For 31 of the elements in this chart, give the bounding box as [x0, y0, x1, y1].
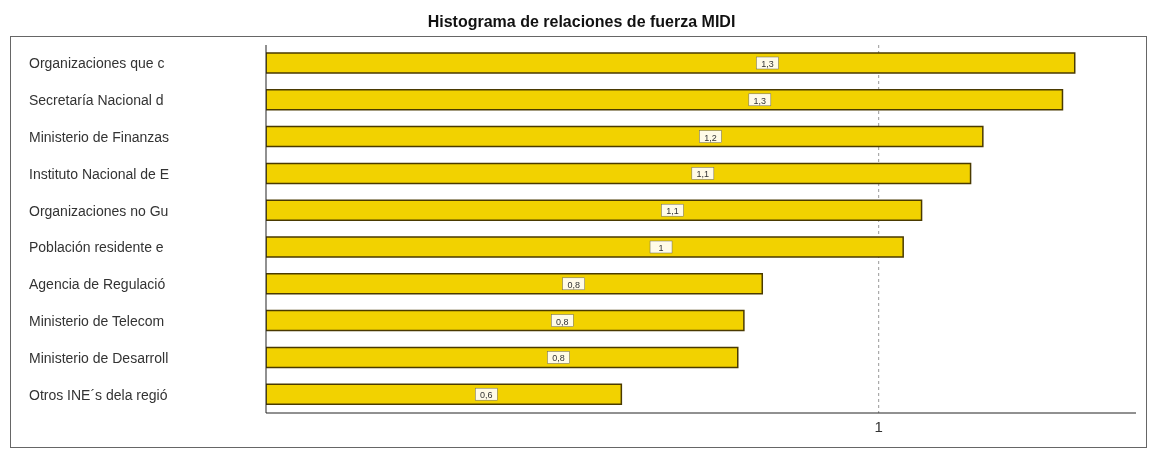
y-tick-label: Ministerio de Desarroll: [29, 349, 169, 366]
bar: [266, 309, 745, 332]
data-label: 1,2: [704, 132, 717, 143]
bar: [266, 52, 1076, 74]
bar: [266, 383, 623, 405]
bar: [266, 89, 1064, 111]
bar: [266, 199, 923, 221]
y-tick-label: Otros INE´s dela regió: [29, 386, 168, 403]
data-label: 0,8: [567, 279, 580, 290]
y-tick-label: Instituto Nacional de E: [29, 165, 170, 182]
y-tick-label: Población residente e: [29, 239, 164, 256]
y-tick-label: Organizaciones no Gu: [29, 202, 169, 219]
data-label: 0,8: [556, 316, 569, 327]
data-label: 1,1: [696, 169, 710, 180]
y-tick-label: Organizaciones que c: [29, 55, 165, 72]
data-label: 1: [658, 243, 664, 253]
data-label: 1,3: [761, 59, 774, 69]
y-tick-label: Agencia de Regulació: [29, 276, 166, 293]
bar: [266, 236, 904, 258]
y-tick-label: Ministerio de Telecom: [29, 313, 165, 329]
bar: [266, 273, 764, 295]
data-label: 0,6: [480, 390, 493, 401]
bar: [266, 162, 972, 185]
bar: [266, 346, 739, 369]
data-label: 1,3: [753, 95, 767, 106]
y-tick-label: Ministerio de Finanzas: [29, 129, 170, 145]
y-tick-label: Secretaría Nacional d: [29, 92, 164, 109]
data-label: 1,1: [666, 206, 679, 217]
bar: [266, 125, 984, 148]
data-label: 0,8: [552, 353, 565, 364]
chart-title: Histograma de relaciones de fuerza MIDI: [426, 12, 737, 32]
